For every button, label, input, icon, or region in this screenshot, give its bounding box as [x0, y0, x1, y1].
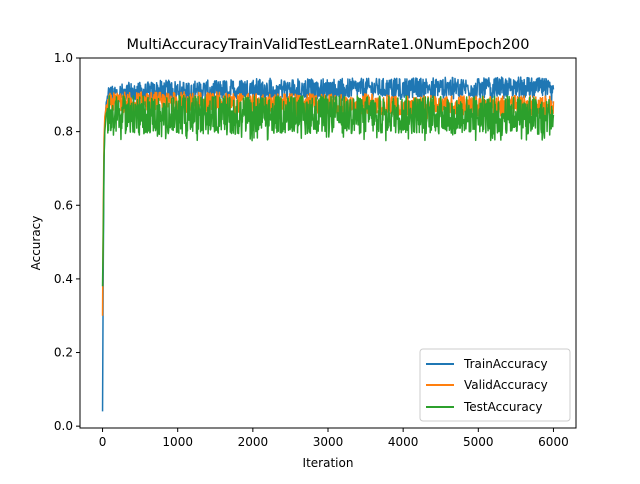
legend-label-test: TestAccuracy — [463, 400, 542, 414]
y-tick-label: 0.2 — [54, 346, 73, 360]
y-tick-label: 0.0 — [54, 419, 73, 433]
x-tick-label: 2000 — [238, 435, 269, 449]
x-axis-label: Iteration — [303, 456, 354, 470]
x-tick-label: 1000 — [162, 435, 193, 449]
y-tick-label: 1.0 — [54, 51, 73, 65]
x-tick-label: 4000 — [388, 435, 419, 449]
y-tick-label: 0.4 — [54, 272, 73, 286]
y-axis-label: Accuracy — [29, 216, 43, 271]
legend-box — [419, 348, 571, 422]
legend: TrainAccuracy ValidAccuracy TestAccuracy — [419, 348, 571, 422]
chart-title: MultiAccuracyTrainValidTestLearnRate1.0N… — [127, 37, 530, 53]
x-tick-label: 0 — [99, 435, 107, 449]
y-tick-label: 0.6 — [54, 198, 73, 212]
y-axis: 0.0 0.2 0.4 0.6 0.8 1.0 — [54, 51, 80, 433]
y-tick-label: 0.8 — [54, 125, 73, 139]
x-axis: 0 1000 2000 3000 4000 5000 6000 — [99, 428, 569, 449]
series-train-accuracy-line — [101, 76, 555, 412]
x-tick-label: 6000 — [538, 435, 569, 449]
x-tick-label: 5000 — [463, 435, 494, 449]
series-test-accuracy-line — [101, 94, 555, 287]
plot-area — [79, 57, 577, 429]
series-layer — [101, 76, 555, 412]
x-tick-label: 3000 — [313, 435, 344, 449]
legend-label-valid: ValidAccuracy — [464, 378, 548, 392]
legend-label-train: TrainAccuracy — [463, 357, 548, 371]
